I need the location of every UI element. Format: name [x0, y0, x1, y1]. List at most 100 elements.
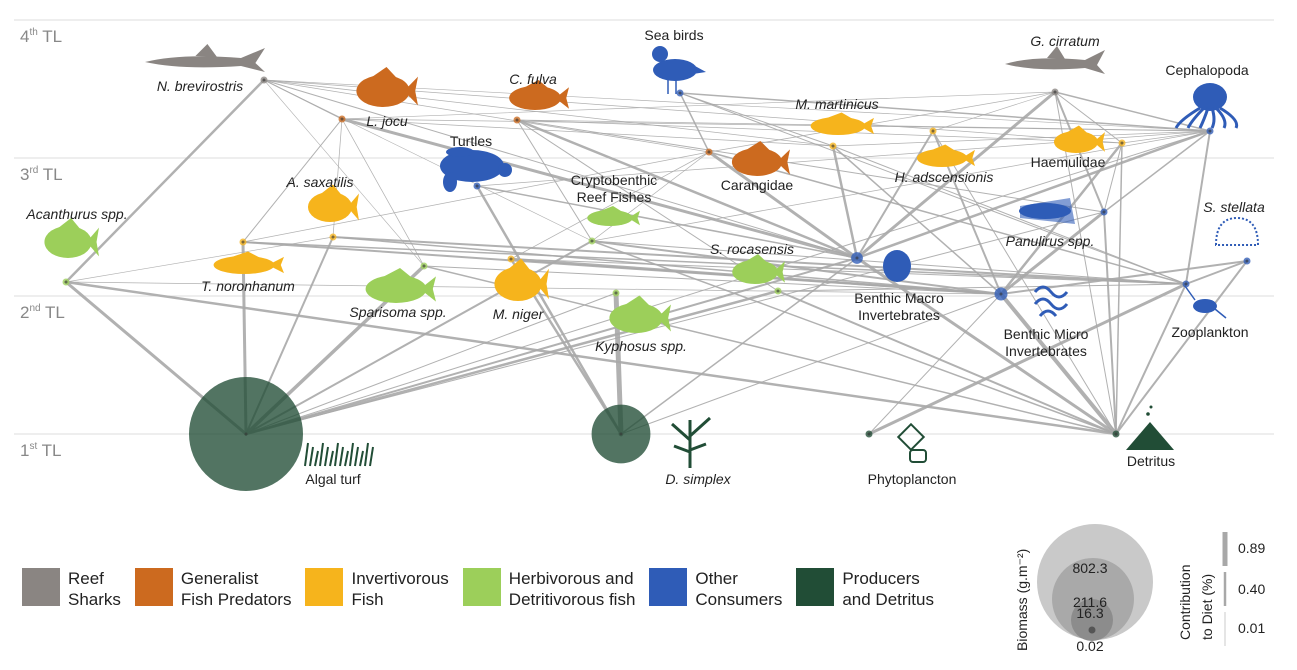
node-label-kypho: Kyphosus spp.: [595, 338, 687, 354]
parrotfish-silhouette-icon: [365, 268, 436, 303]
legend-item-generalist-fish-predators: Generalist Fish Predators: [134, 568, 291, 610]
tl-label: 1st TL: [20, 441, 62, 460]
diet-link: [475, 184, 623, 436]
diet-link: [1054, 91, 1211, 132]
node-label-carang: Carangidae: [721, 177, 794, 193]
node-center-dot: [999, 292, 1003, 296]
node-center-dot: [262, 78, 266, 82]
legend-swatch: [305, 568, 344, 606]
node-label-srocas: S. rocasensis: [710, 241, 794, 257]
diet-link: [620, 257, 858, 435]
node-label-zoopl: Zooplankton: [1171, 324, 1248, 340]
wrasse-silhouette-icon: [213, 251, 284, 274]
diet-link: [679, 92, 1211, 132]
diet-link: [340, 117, 859, 260]
diet-link: [591, 240, 1002, 295]
diet-link: [1103, 130, 1211, 213]
legend-label: Reef Sharks: [68, 569, 121, 609]
detritus-silhouette-icon: [1126, 405, 1174, 450]
biomass-legend: Biomass (g.m⁻²) 802.3 211.616.3 0.02: [1014, 524, 1153, 654]
legend-label: Other Consumers: [695, 569, 783, 609]
legend-item-producers-detritus: Producers and Detritus: [796, 568, 934, 610]
biomass-legend-value: 211.6: [1073, 594, 1107, 610]
node-label-cephal: Cephalopoda: [1165, 62, 1249, 78]
diet-link: [868, 293, 1002, 435]
diet-link: [516, 119, 1105, 213]
diet-link: [591, 130, 1211, 242]
coral-silhouette-icon: [1214, 216, 1260, 246]
biomass-legend-value: 0.02: [1076, 638, 1103, 654]
node-center-dot: [831, 144, 835, 148]
node-label-asax: A. saxatilis: [286, 174, 354, 190]
diet-link: [999, 292, 1118, 436]
node-label-seabirds: Sea birds: [644, 27, 703, 43]
legend-label: Invertivorous Fish: [351, 569, 449, 609]
diet-link: [64, 78, 266, 284]
node-label-panul: Panulirus spp.: [1006, 233, 1095, 249]
node-center-dot: [678, 91, 682, 95]
node-center-dot: [1208, 129, 1212, 133]
diet-legend-value: 0.01: [1238, 620, 1265, 636]
node-label-gcirr: G. cirratum: [1030, 33, 1100, 49]
diet-link: [263, 79, 858, 259]
grouper-silhouette-icon: [509, 80, 569, 110]
jack-silhouette-icon: [731, 141, 790, 176]
node-label-mniger: M. niger: [493, 306, 545, 322]
shark-silhouette-icon: [145, 44, 265, 72]
diet-link: [999, 210, 1106, 296]
diet-link: [856, 130, 934, 259]
diet-link: [1103, 211, 1117, 435]
organism-silhouettes: [44, 44, 1260, 468]
node-center-dot: [475, 184, 479, 188]
diet-contribution-legend: Contribution to Diet (%) 0.89 0.40 0.01: [1177, 532, 1265, 646]
squirrelfish-silhouette-icon: [916, 144, 975, 167]
diet-link: [1115, 260, 1248, 435]
biomass-legend-circle: [1088, 626, 1096, 634]
damselfish-silhouette-icon: [732, 254, 785, 284]
diet-link: [591, 151, 710, 242]
node-center-dot: [707, 150, 711, 154]
diet-link: [855, 90, 1057, 260]
diet-link: [242, 118, 343, 243]
node-center-dot: [244, 432, 248, 436]
turtle-silhouette-icon: [440, 147, 512, 192]
diet-link: [332, 236, 1002, 295]
diet-link: [1054, 91, 1123, 144]
diet-link: [679, 92, 834, 147]
diet-link: [932, 91, 1056, 132]
diet-link: [1185, 260, 1248, 285]
goby-silhouette-icon: [587, 206, 640, 226]
node-label-detr: Detritus: [1127, 453, 1175, 469]
node-label-dsimp: D. simplex: [665, 471, 731, 487]
diet-link: [245, 292, 617, 435]
node-center-dot: [515, 118, 519, 122]
diet-link: [777, 283, 1187, 292]
node-label-sstell: S. stellata: [1203, 199, 1265, 215]
diet-link: [832, 130, 1211, 147]
node-label-nbrev: N. brevirostris: [157, 78, 243, 94]
legend-swatch: [649, 568, 688, 606]
node-center-dot: [509, 257, 513, 261]
diet-link: [341, 91, 1056, 120]
diet-legend-value: 0.89: [1238, 540, 1265, 556]
biomass-legend-circle: [1071, 599, 1113, 641]
legend-label: Producers and Detritus: [842, 569, 934, 609]
node-label-haemul: Haemulidae: [1031, 154, 1106, 170]
node-label-cryptob: Cryptobenthic Reef Fishes: [571, 172, 657, 205]
diet-link: [932, 130, 1117, 435]
lobster-silhouette-icon: [1019, 198, 1075, 224]
node-center-dot: [1184, 282, 1188, 286]
legend-item-reef-sharks: Reef Sharks: [22, 568, 121, 610]
diet-link: [679, 92, 710, 153]
node-center-dot: [855, 256, 859, 260]
node-label-bmacro: Benthic Macro Invertebrates: [854, 290, 944, 323]
diet-link: [510, 258, 1187, 285]
tl-label: 4th TL: [20, 27, 62, 46]
node-center-dot: [776, 289, 780, 293]
node-label-turtles: Turtles: [450, 133, 492, 149]
legend-swatch: [134, 568, 173, 606]
crab-silhouette-icon: [883, 250, 911, 282]
node-label-bmicro: Benthic Micro Invertebrates: [1004, 326, 1089, 359]
food-web-nodes: [62, 76, 1251, 491]
